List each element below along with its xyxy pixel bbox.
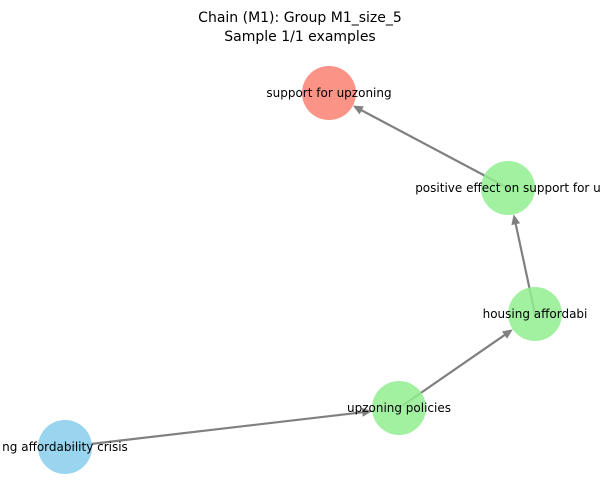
node-label-upzoning: upzoning policies (347, 401, 451, 415)
edges-layer (63, 105, 537, 449)
node-upzoning (372, 381, 426, 435)
edge-line (360, 109, 510, 190)
diagram-subtitle: Sample 1/1 examples (224, 29, 376, 45)
edge-arrowhead (352, 105, 364, 115)
edge-line (63, 411, 364, 449)
node-label-support: support for upzoning (266, 86, 391, 100)
node-label-afford: housing affordabi (483, 307, 588, 321)
node-effect (481, 161, 535, 215)
node-afford (508, 287, 562, 341)
node-label-effect: positive effect on support for u (415, 181, 600, 195)
edge-crisis-to-upzoning (63, 407, 373, 449)
diagram-title: Chain (M1): Group M1_size_5 (198, 10, 402, 26)
edge-effect-to-support (352, 105, 510, 190)
node-support (302, 66, 356, 120)
labels-layer: ng affordability crisis upzoning policies… (2, 86, 600, 454)
node-label-crisis: ng affordability crisis (2, 440, 128, 454)
node-crisis (38, 420, 92, 474)
edge-arrowhead (502, 329, 513, 339)
nodes-layer (38, 66, 562, 474)
edge-arrowhead (511, 214, 521, 226)
edge-arrowhead (361, 407, 373, 417)
